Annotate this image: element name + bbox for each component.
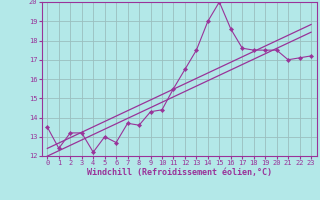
X-axis label: Windchill (Refroidissement éolien,°C): Windchill (Refroidissement éolien,°C) bbox=[87, 168, 272, 177]
